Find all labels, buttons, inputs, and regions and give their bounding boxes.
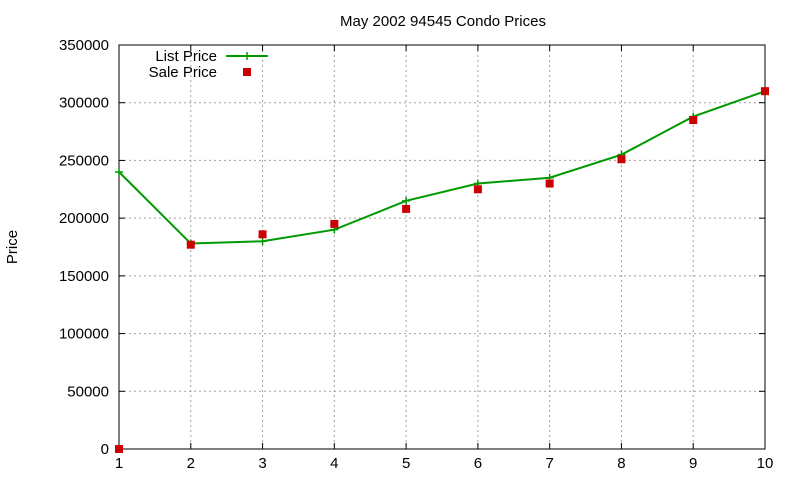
x-tick-label: 8 — [617, 455, 625, 472]
sale-price-point — [545, 179, 554, 188]
x-tick-label: 2 — [187, 455, 195, 472]
list-price-point — [258, 237, 267, 246]
sale-price-point — [402, 204, 411, 213]
sale-price-point — [186, 240, 195, 249]
y-tick-label: 250000 — [59, 152, 109, 169]
y-tick-label: 350000 — [59, 37, 109, 54]
x-tick-label: 6 — [474, 455, 482, 472]
series — [115, 87, 769, 453]
y-axis-label: Price — [4, 230, 21, 264]
y-tick-label: 200000 — [59, 210, 109, 227]
legend-label-list-price: List Price — [155, 48, 217, 65]
y-tick-label: 300000 — [59, 95, 109, 112]
plot-frame — [118, 44, 766, 450]
x-tick-label: 10 — [757, 455, 774, 472]
sale-price-point — [617, 155, 626, 164]
grid — [119, 45, 765, 449]
legend-plus-marker — [243, 52, 251, 60]
series-line-list-price — [118, 90, 766, 245]
y-tick-label: 0 — [101, 441, 109, 458]
x-tick-label: 4 — [330, 455, 338, 472]
x-tick-label: 9 — [689, 455, 697, 472]
x-tick-label: 5 — [402, 455, 410, 472]
x-tick-label: 3 — [258, 455, 266, 472]
y-tick-label: 150000 — [59, 268, 109, 285]
list-price-point — [402, 196, 411, 205]
sale-price-point — [761, 87, 769, 96]
y-tick-label: 100000 — [59, 326, 109, 343]
legend-label-sale-price: Sale Price — [149, 64, 217, 81]
sale-price-point — [115, 445, 123, 453]
y-tick-label: 50000 — [67, 383, 109, 400]
sale-price-point — [689, 116, 698, 125]
sale-price-point — [258, 230, 267, 239]
sale-price-point — [330, 219, 339, 228]
sale-price-point — [473, 185, 482, 194]
axis-ticks: 1 2 3 4 5 6 7 8 9 10 0 50000 100000 150000 200000 25000… — [59, 37, 773, 472]
legend-swatch-sale-price — [243, 68, 251, 76]
x-tick-label: 7 — [545, 455, 553, 472]
chart-title: May 2002 94545 Condo Prices — [340, 13, 546, 30]
x-tick-label: 1 — [115, 455, 123, 472]
legend: List Price Sale Price — [149, 48, 268, 81]
list-price-point — [115, 167, 123, 176]
